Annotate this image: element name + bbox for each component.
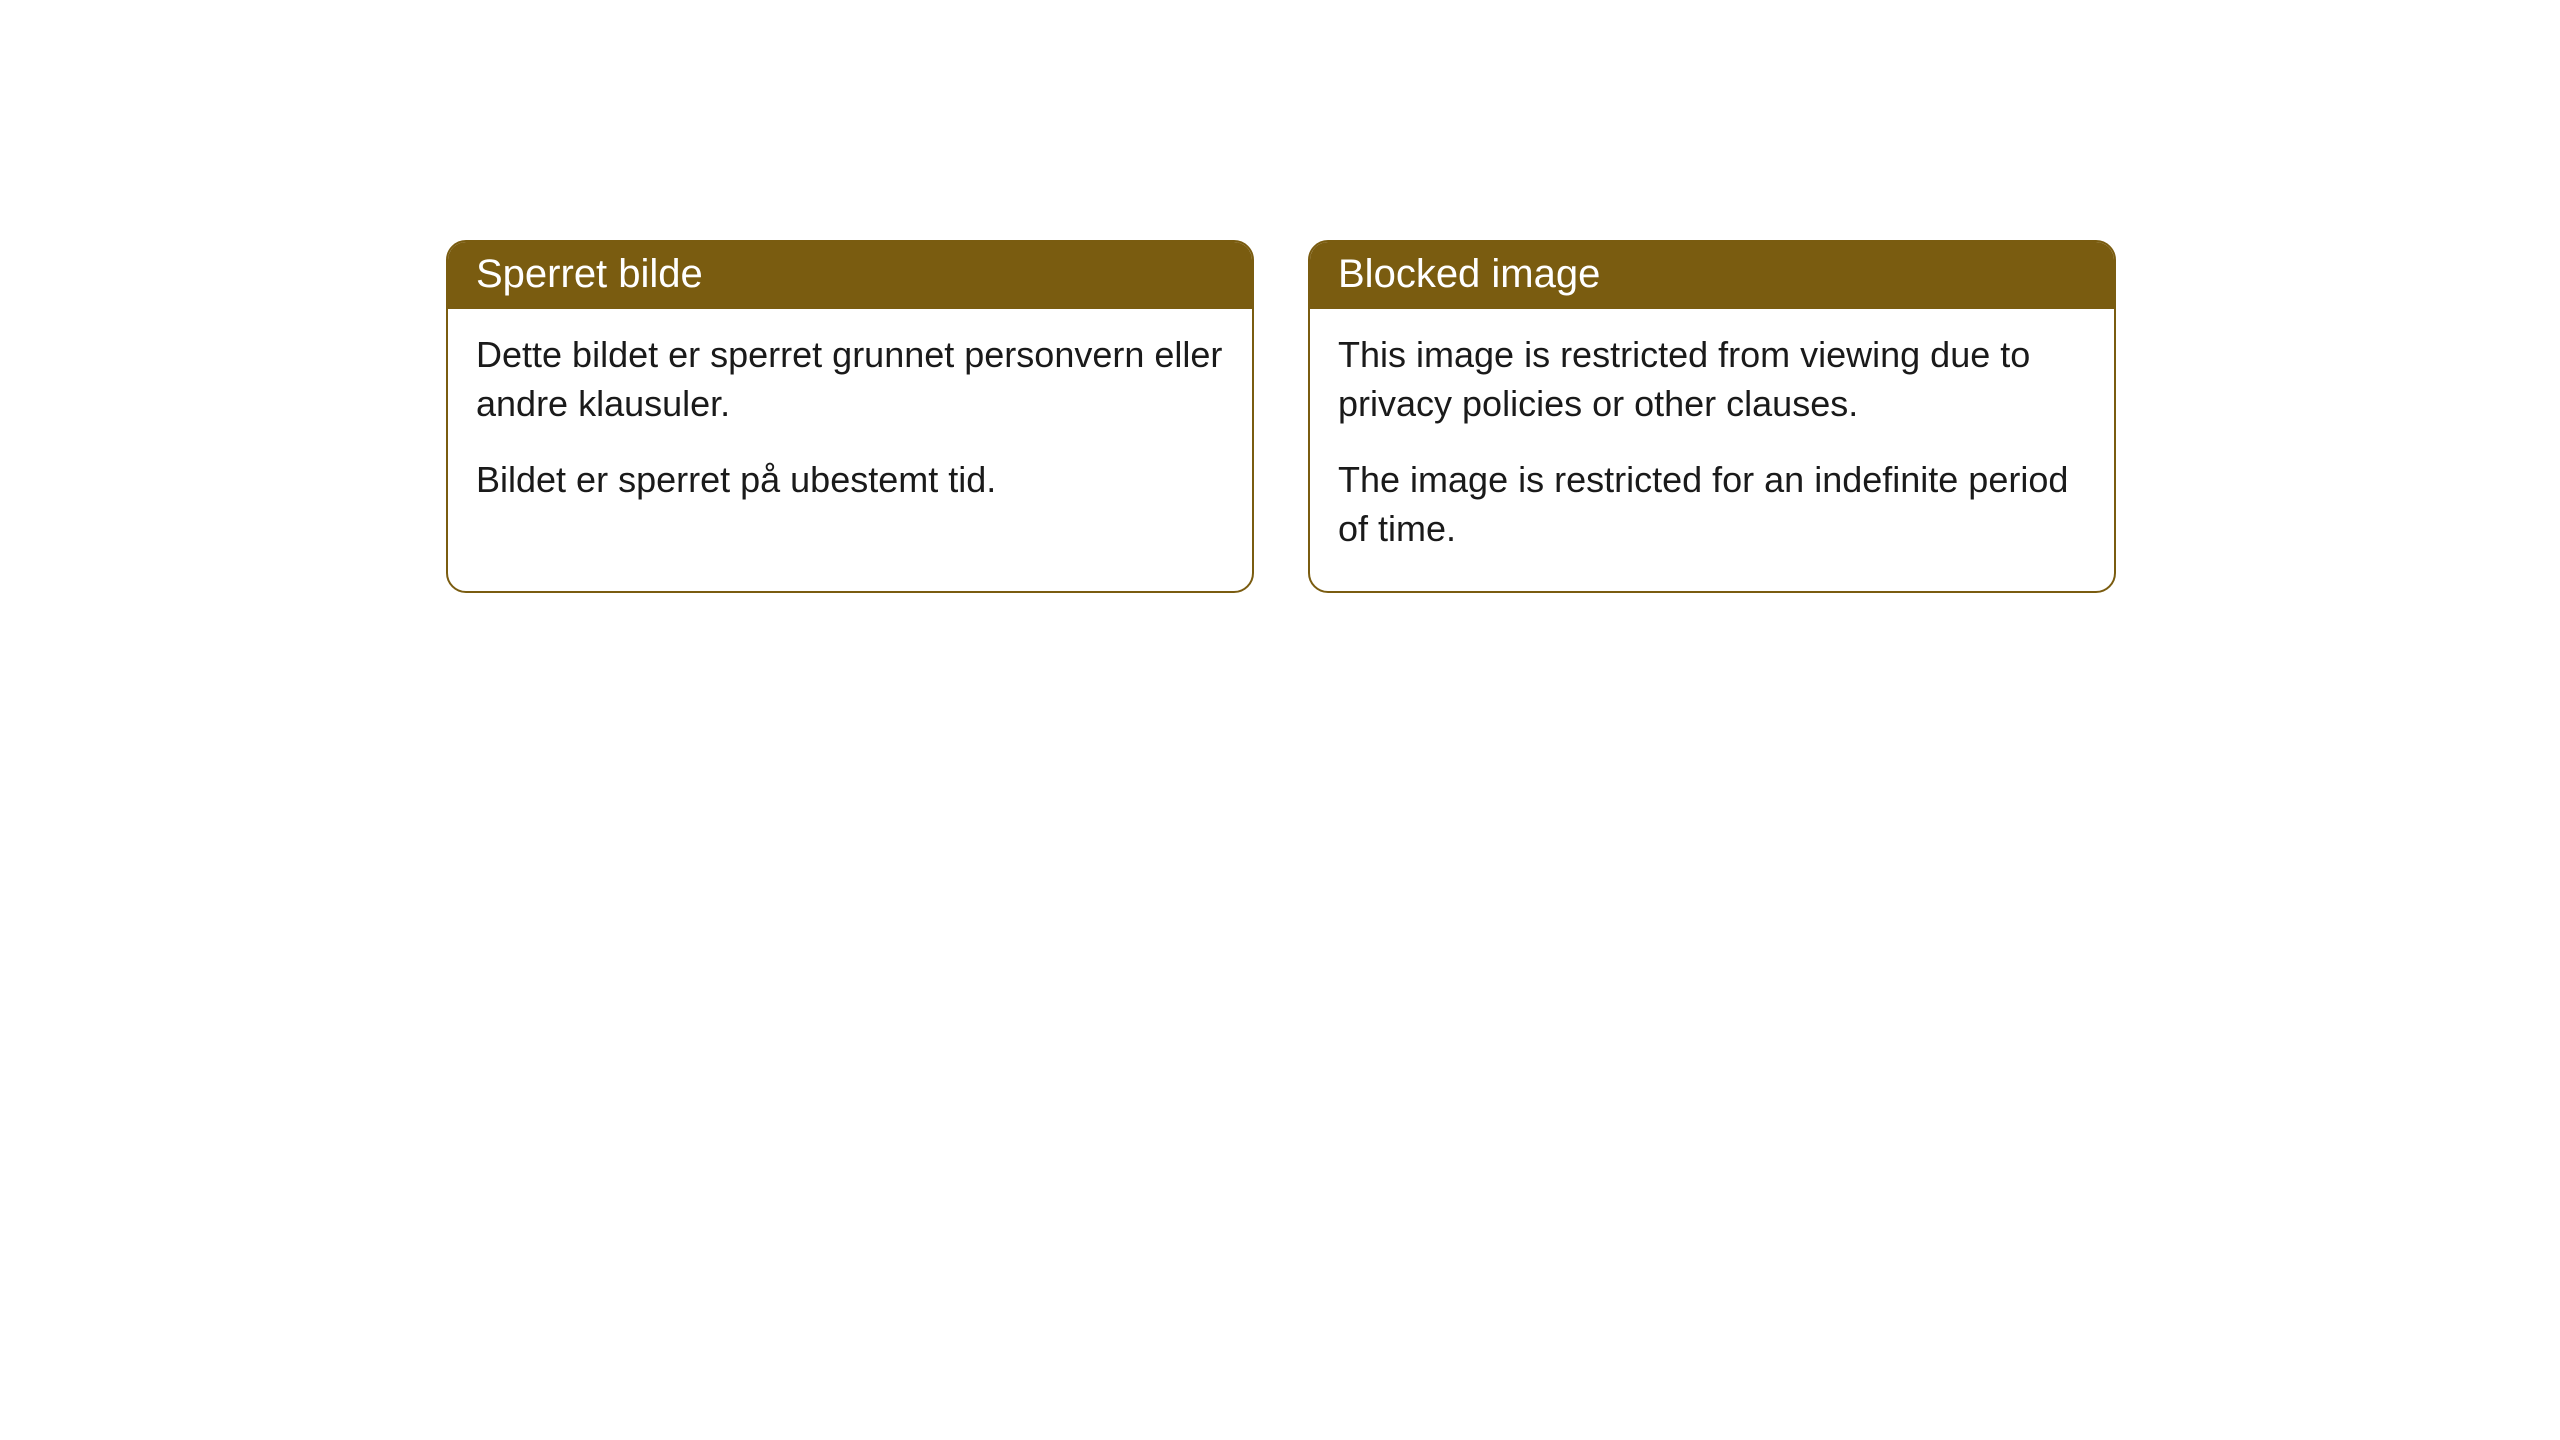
- card-norwegian: Sperret bilde Dette bildet er sperret gr…: [446, 240, 1254, 593]
- card-paragraph-2: Bildet er sperret på ubestemt tid.: [476, 456, 1224, 505]
- card-paragraph-1: This image is restricted from viewing du…: [1338, 331, 2086, 428]
- card-header-english: Blocked image: [1310, 242, 2114, 309]
- card-header-norwegian: Sperret bilde: [448, 242, 1252, 309]
- card-paragraph-1: Dette bildet er sperret grunnet personve…: [476, 331, 1224, 428]
- cards-container: Sperret bilde Dette bildet er sperret gr…: [446, 240, 2116, 593]
- card-paragraph-2: The image is restricted for an indefinit…: [1338, 456, 2086, 553]
- card-body-english: This image is restricted from viewing du…: [1310, 309, 2114, 591]
- card-body-norwegian: Dette bildet er sperret grunnet personve…: [448, 309, 1252, 543]
- card-english: Blocked image This image is restricted f…: [1308, 240, 2116, 593]
